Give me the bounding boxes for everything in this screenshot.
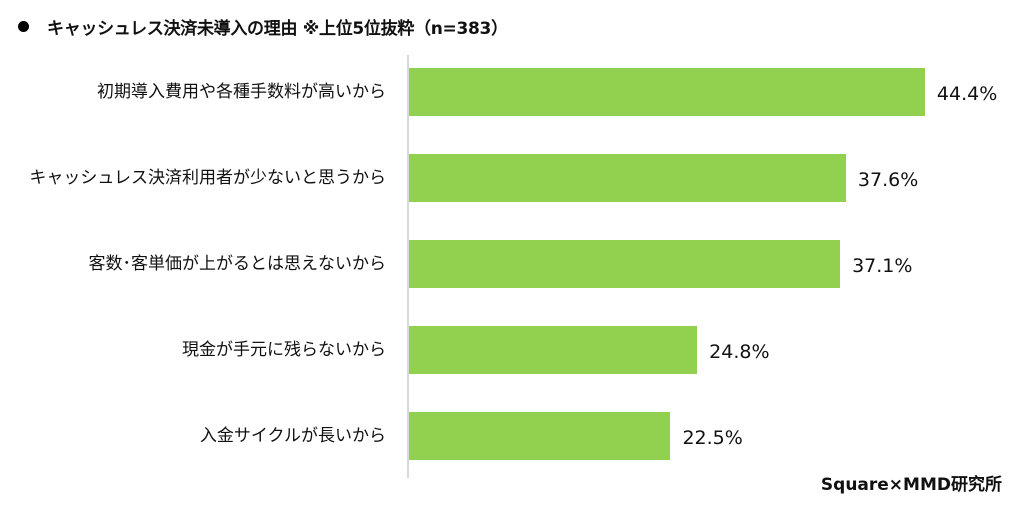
category-axis-line: [407, 55, 409, 478]
category-label: 客数･客単価が上がるとは思えないから: [88, 254, 387, 274]
category-label: キャッシュレス決済利用者が少ないと思うから: [29, 168, 386, 188]
bar-row: 現金が手元に残らないから 24.8%: [0, 326, 1016, 374]
bar-row: 入金サイクルが長いから 22.5%: [0, 412, 1016, 460]
source-credit: Square×MMD研究所: [820, 475, 1002, 495]
bar: [409, 412, 671, 460]
value-label: 37.1%: [852, 255, 913, 277]
bar: [409, 154, 846, 202]
bar-row: 初期導入費用や各種手数料が高いから 44.4%: [0, 68, 1016, 116]
bar-row: キャッシュレス決済利用者が少ないと思うから 37.6%: [0, 154, 1016, 202]
value-label: 24.8%: [709, 341, 770, 363]
chart-title: キャッシュレス決済未導入の理由 ※上位5位抜粋（n=383）: [18, 14, 508, 39]
bar-row: 客数･客単価が上がるとは思えないから 37.1%: [0, 240, 1016, 288]
bar: [409, 240, 841, 288]
bullet-icon: [18, 21, 29, 32]
category-label: 入金サイクルが長いから: [199, 426, 386, 446]
category-label: 初期導入費用や各種手数料が高いから: [97, 82, 386, 102]
category-label: 現金が手元に残らないから: [182, 340, 386, 360]
value-label: 22.5%: [682, 427, 743, 449]
value-label: 37.6%: [857, 169, 919, 191]
bar: [409, 68, 925, 116]
value-label: 44.4%: [936, 83, 998, 105]
bar: [409, 326, 698, 374]
chart-title-text: キャッシュレス決済未導入の理由 ※上位5位抜粋（n=383）: [47, 19, 508, 39]
